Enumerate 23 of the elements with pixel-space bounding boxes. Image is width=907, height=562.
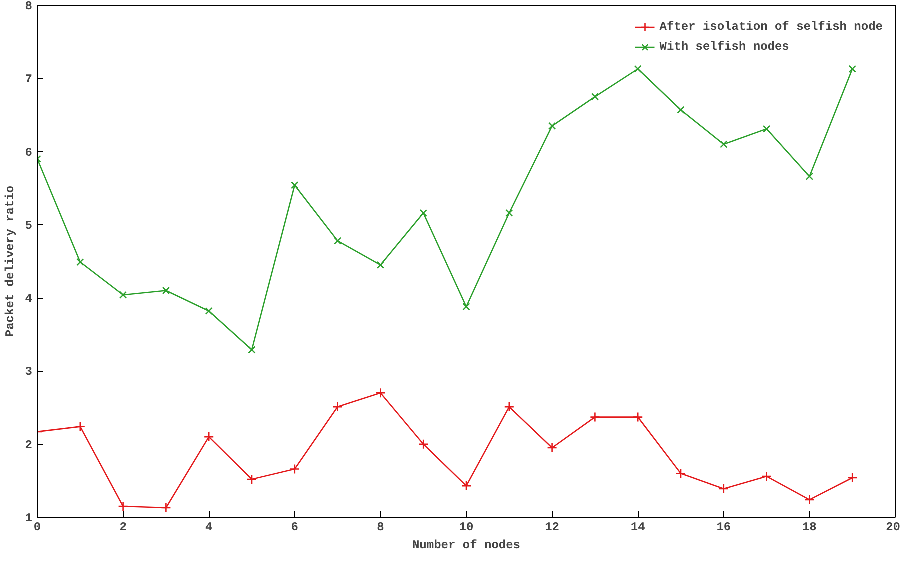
x-tick-label: 18 [802,520,817,534]
x-tick-label: 8 [377,520,384,534]
x-tick-label: 2 [120,520,127,534]
legend-label: After isolation of selfish node [660,20,883,34]
x-tick-label: 16 [716,520,732,534]
x-tick-label: 0 [34,520,42,534]
legend-label: With selfish nodes [660,40,790,54]
x-axis-title: Number of nodes [412,538,521,552]
y-tick-label: 8 [25,0,32,14]
y-tick-label: 4 [25,292,32,306]
x-tick-label: 4 [206,520,213,534]
y-tick-label: 3 [25,365,32,380]
x-tick-label: 6 [291,520,299,534]
x-tick-label: 14 [630,520,646,534]
y-axis-title: Packet delivery ratio [3,186,18,338]
y-tick-label: 6 [25,146,32,160]
x-tick-label: 10 [459,520,474,534]
x-tick-label: 20 [886,520,901,534]
y-tick-label: 5 [25,218,32,233]
x-tick-label: 12 [545,520,560,534]
y-tick-label: 2 [25,438,32,452]
y-tick-label: 7 [25,72,32,87]
y-tick-label: 1 [25,512,32,526]
